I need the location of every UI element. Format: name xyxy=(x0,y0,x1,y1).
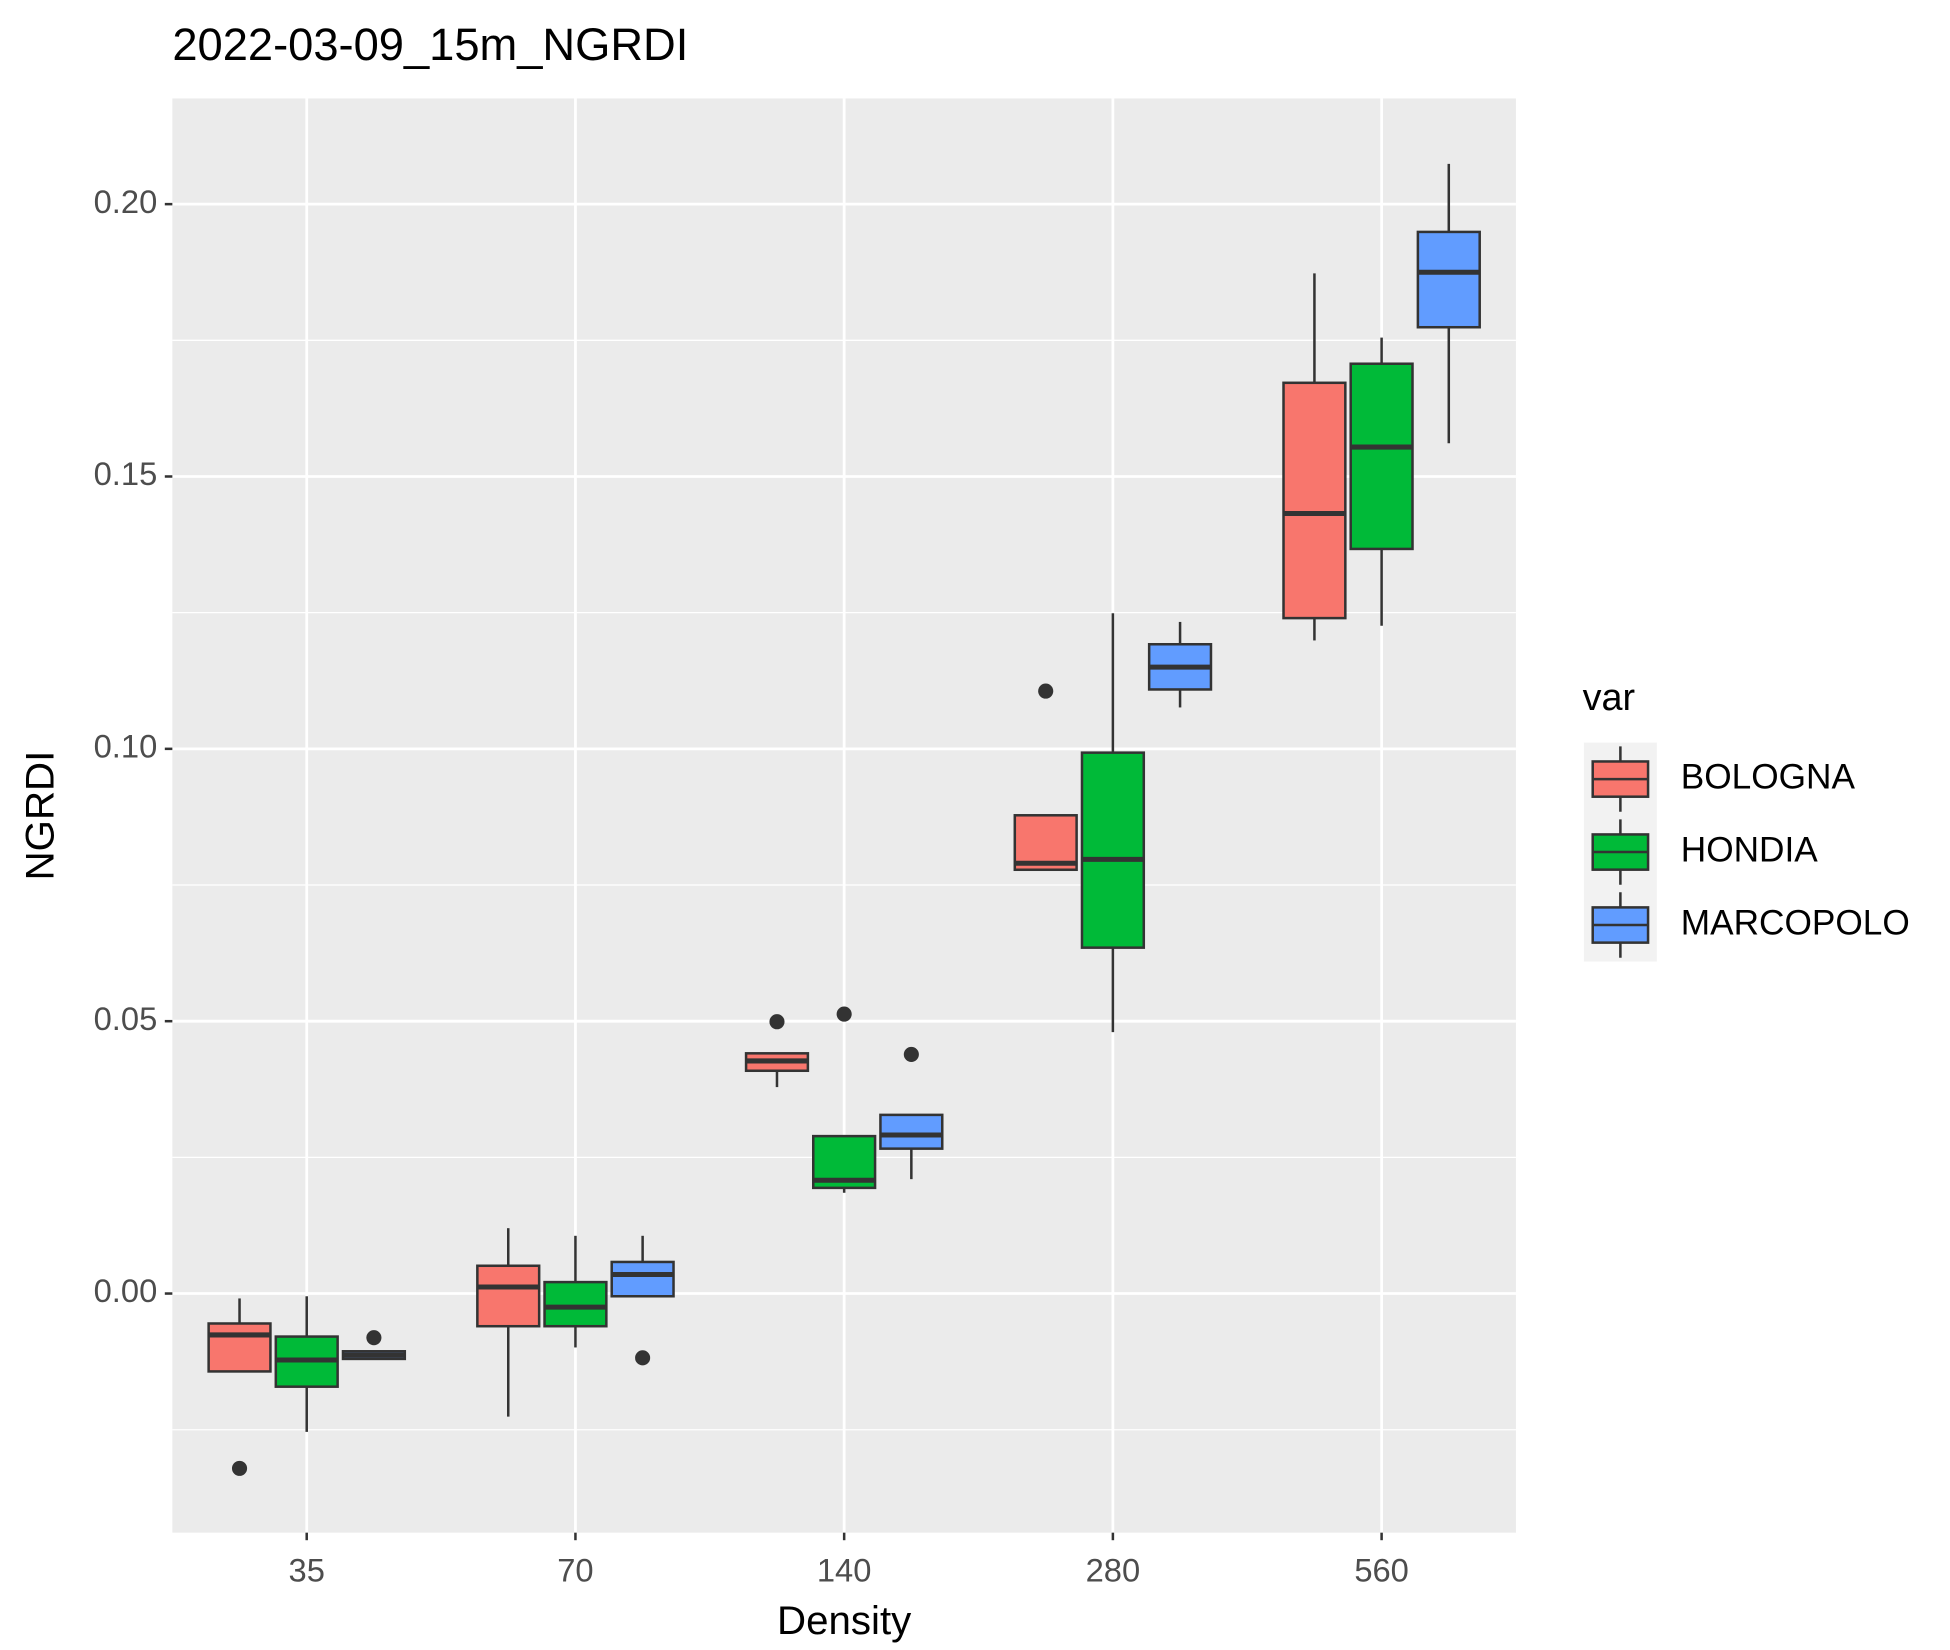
x-axis-title: Density xyxy=(777,1598,912,1643)
x-tick-label: 70 xyxy=(557,1552,593,1589)
chart-title: 2022-03-09_15m_NGRDI xyxy=(172,19,688,70)
y-axis-title: NGRDI xyxy=(17,751,62,881)
y-tick-label: 0.05 xyxy=(94,1000,158,1037)
legend-label: MARCOPOLO xyxy=(1681,903,1910,942)
x-tick-label: 280 xyxy=(1086,1552,1141,1589)
y-tick-label: 0.10 xyxy=(94,727,158,764)
box xyxy=(476,1264,541,1328)
y-tick-label: 0.00 xyxy=(94,1272,158,1309)
outlier xyxy=(231,1460,248,1476)
legend-label: BOLOGNA xyxy=(1681,757,1856,796)
x-tick-label: 560 xyxy=(1354,1552,1409,1589)
box xyxy=(1013,814,1078,872)
outlier xyxy=(903,1046,919,1062)
x-tick-label: 35 xyxy=(289,1552,325,1589)
outlier xyxy=(366,1330,382,1346)
box xyxy=(1349,362,1414,551)
legend-label: HONDIA xyxy=(1681,830,1818,869)
outlier xyxy=(836,1006,852,1022)
outlier xyxy=(1038,683,1054,699)
y-tick-label: 0.20 xyxy=(94,183,158,220)
box xyxy=(207,1322,272,1373)
box xyxy=(543,1280,608,1328)
outlier xyxy=(769,1014,785,1030)
y-tick-label: 0.15 xyxy=(94,455,158,492)
box xyxy=(1282,381,1347,620)
box xyxy=(610,1260,675,1298)
box xyxy=(1416,230,1481,329)
legend-title: var xyxy=(1583,676,1635,718)
box xyxy=(879,1113,944,1150)
outlier xyxy=(635,1350,651,1366)
x-tick-label: 140 xyxy=(817,1552,872,1589)
box xyxy=(1080,751,1146,949)
